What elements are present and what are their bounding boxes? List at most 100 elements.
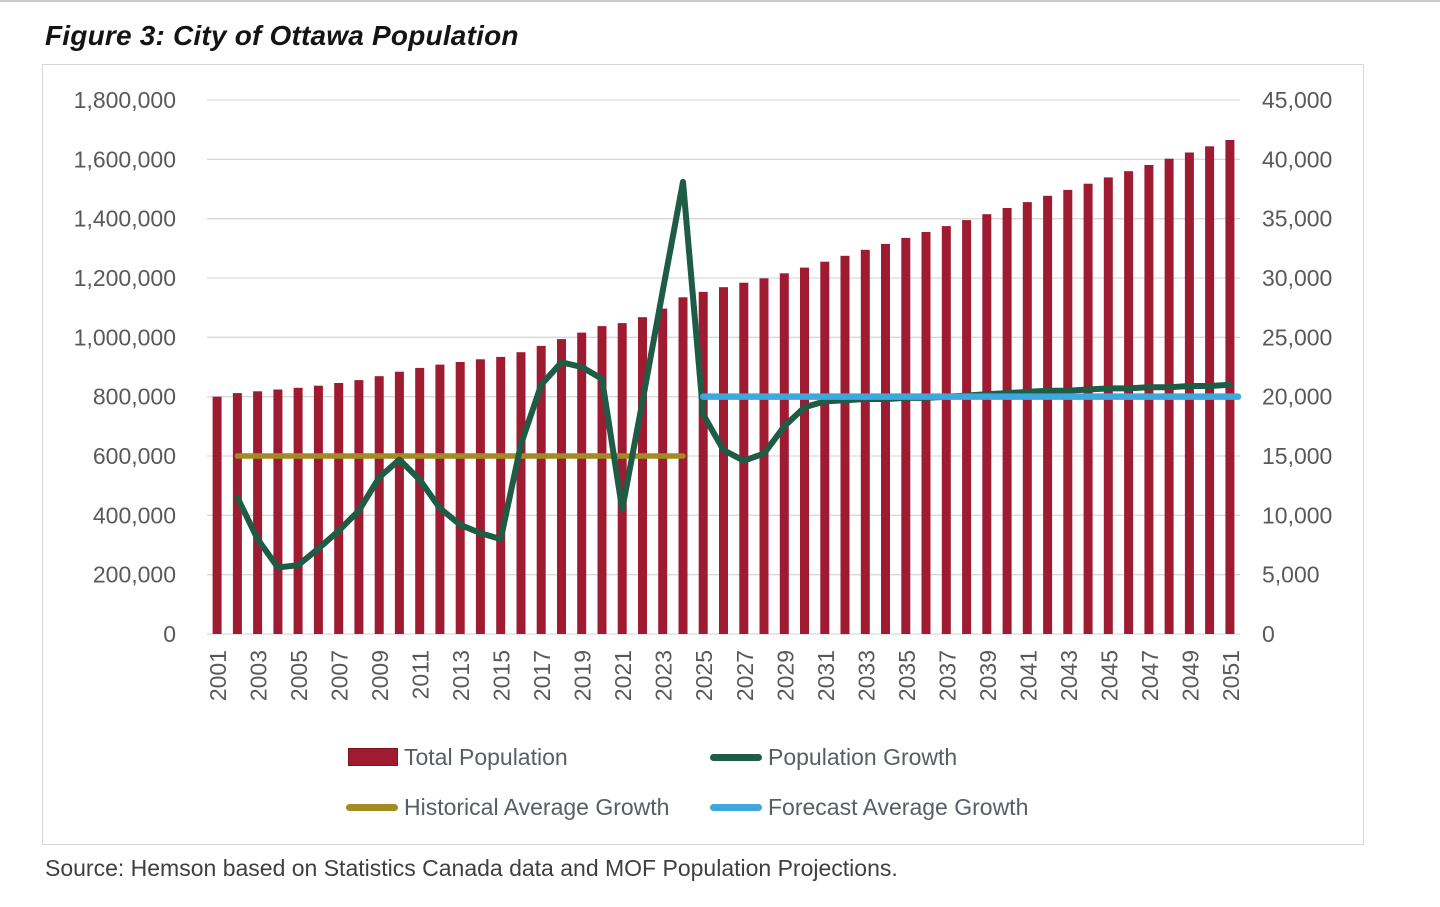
x-axis-labels: 2001 2003 2005 2007 2009 2011 2013 2015 2017 2019… [205,650,1244,701]
year-label: 2033 [853,650,879,701]
year-label: 2041 [1015,650,1041,701]
population-bar [941,226,951,634]
year-label: 2003 [246,650,272,701]
right-axis-labels: 0 5,000 10,000 15,000 20,000 25,000 30,000 35,0… [1262,87,1332,647]
population-bar [597,326,607,634]
left-axis-labels: 0 200,000 400,000 600,000 800,000 1,000,000 1,… [74,87,176,647]
year-label: 2027 [732,650,758,701]
population-bar [678,297,688,634]
population-bar [1043,195,1053,635]
year-label: 2025 [691,650,717,701]
right-axis-tick-label: 25,000 [1262,324,1332,350]
population-bar [840,255,850,635]
left-axis-tick-label: 800,000 [93,384,176,410]
population-bar [1063,189,1073,634]
population-bar [516,352,526,634]
population-bar [719,287,728,634]
population-bar [860,249,870,635]
population-bar [577,332,587,634]
year-label: 2005 [286,650,312,701]
year-label: 2049 [1177,650,1203,701]
population-bar [881,243,890,634]
population-bar [394,371,404,634]
left-axis-tick-label: 1,200,000 [74,265,176,291]
population-bar [617,323,627,634]
right-axis-tick-label: 30,000 [1262,265,1332,291]
population-bar [374,376,384,634]
population-bar [921,232,931,634]
right-axis-tick-label: 5,000 [1262,562,1320,588]
population-bar [1184,152,1194,634]
historical-average-growth-swatch-icon [346,803,398,811]
population-bar [536,345,546,634]
population-bar [415,367,425,634]
population-bar [779,273,789,634]
population-bar [982,214,992,634]
population-bar [962,220,972,634]
population-bar [212,396,222,634]
year-label: 2013 [448,650,474,701]
legend-item-forecast-average-growth: Forecast Average Growth [710,794,1028,820]
year-label: 2051 [1218,650,1244,701]
population-bar [1022,202,1032,634]
population-bar [232,393,242,634]
year-label: 2019 [570,650,596,701]
left-axis-tick-label: 400,000 [93,502,176,528]
population-bar [273,389,283,634]
year-label: 2045 [1096,650,1122,701]
year-label: 2037 [934,650,960,701]
population-bar [1002,208,1012,634]
right-axis-tick-label: 40,000 [1262,146,1332,172]
population-bar [800,267,809,634]
year-label: 2023 [651,650,677,701]
year-label: 2011 [408,650,434,699]
population-bar [253,391,263,634]
year-label: 2007 [327,650,353,701]
legend-label-total-population: Total Population [404,743,568,770]
source-note: Source: Hemson based on Statistics Canad… [45,855,898,881]
population-bar [1124,171,1134,634]
legend-label-historical-average-growth: Historical Average Growth [404,793,670,820]
forecast-average-growth-swatch-icon [710,803,762,811]
left-axis-tick-label: 600,000 [93,443,176,469]
left-axis-tick-label: 1,400,000 [74,206,176,232]
legend-item-total-population: Total Population [348,744,568,770]
year-label: 2047 [1137,650,1163,701]
left-axis-tick-label: 1,000,000 [74,324,176,350]
year-label: 2021 [610,650,636,701]
right-axis-tick-label: 35,000 [1262,206,1332,232]
population-bar [293,387,303,634]
year-label: 2035 [894,650,920,701]
population-bar [334,383,344,634]
population-bar [1205,146,1215,635]
population-bar [820,261,830,634]
left-axis-tick-label: 1,600,000 [74,146,176,172]
population-bar [901,237,911,634]
left-axis-tick-label: 1,800,000 [74,87,176,113]
population-bar [455,362,465,634]
population-bar [1083,183,1093,634]
population-bar [435,364,445,634]
legend-item-historical-average-growth: Historical Average Growth [346,794,669,820]
right-axis-tick-label: 45,000 [1262,87,1332,113]
right-axis-tick-label: 15,000 [1262,443,1332,469]
legend-item-population-growth: Population Growth [710,744,957,770]
population-bar [658,308,668,634]
population-bar [638,317,647,634]
right-axis-tick-label: 10,000 [1262,502,1332,528]
year-label: 2029 [772,650,798,701]
population-bar [496,356,506,634]
page-top-divider [0,0,1440,2]
year-label: 2015 [489,650,515,701]
legend-label-population-growth: Population Growth [768,743,958,770]
year-label: 2031 [813,650,839,701]
year-label: 2017 [529,650,555,701]
year-label: 2039 [975,650,1001,701]
population-bar [698,291,708,634]
right-axis-tick-label: 20,000 [1262,384,1332,410]
right-axis-tick-label: 0 [1262,621,1275,647]
total-population-swatch-icon [348,748,398,766]
year-label: 2009 [367,650,393,701]
population-bar [1103,177,1113,634]
